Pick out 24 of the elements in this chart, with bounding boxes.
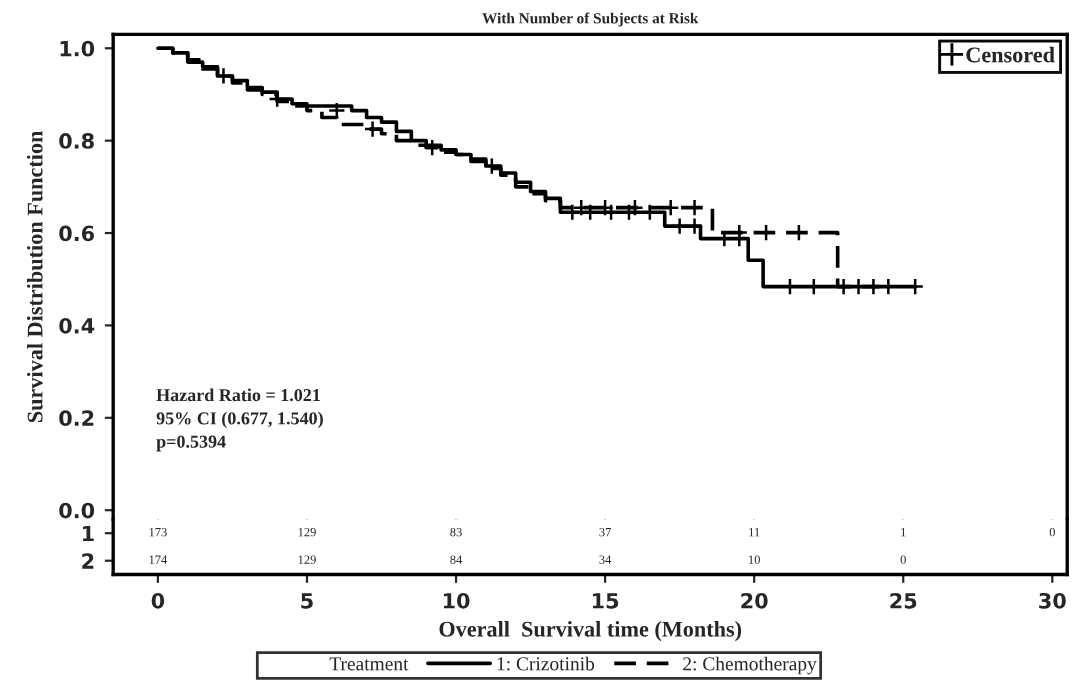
x-tick-label: 0: [151, 592, 165, 609]
y-tick-label: 0.2: [59, 410, 94, 427]
y-tick-label: 1.0: [60, 40, 95, 57]
y-tick-label: 0.0: [59, 502, 95, 519]
annotation: Hazard Ratio = 1.021: [156, 388, 320, 402]
legend-title: Treatment: [329, 657, 409, 671]
y-tick-label: 0.4: [59, 317, 95, 334]
x-tick-label: 25: [890, 592, 917, 609]
x-tick-label: 5: [301, 593, 313, 609]
legend-label: 1: Crizotinib: [497, 656, 595, 671]
legend-label: 2: Chemotherapy: [683, 656, 817, 675]
annotation: p=0.5394: [156, 435, 226, 452]
y-tick-label: 2: [82, 553, 94, 569]
x-tick-label: 20: [741, 592, 768, 609]
x-axis-title: Overall Survival time (Months): [439, 621, 742, 642]
legend-label: Censored: [966, 46, 1055, 63]
y-tick-label: 1: [82, 525, 94, 542]
y-tick-label: 0.8: [59, 133, 94, 149]
y-tick-label: 0.6: [59, 225, 95, 242]
annotation: 95% CI (0.677, 1.540): [156, 411, 323, 429]
y-axis-title: Survival Distribution Function: [26, 130, 43, 423]
x-tick-label: 30: [1039, 592, 1066, 609]
x-tick-label: 10: [443, 592, 470, 609]
x-tick-label: 15: [592, 593, 619, 609]
